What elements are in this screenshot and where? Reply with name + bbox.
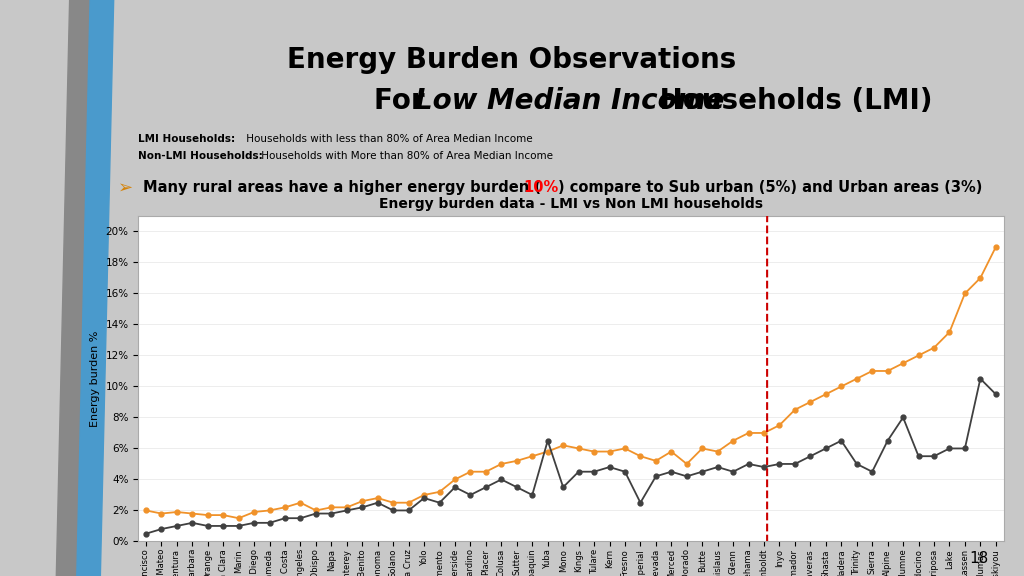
Energy burden Non LMI households	[696, 468, 709, 475]
Text: Energy Burden Observations: Energy Burden Observations	[288, 47, 736, 74]
Text: Many rural areas have a higher energy burden (: Many rural areas have a higher energy bu…	[143, 180, 542, 195]
Energy burden Non LMI households	[449, 484, 461, 491]
Text: Households (LMI): Households (LMI)	[650, 87, 933, 115]
Energy burden Non LMI households	[156, 525, 168, 532]
Title: Energy burden data - LMI vs Non LMI households: Energy burden data - LMI vs Non LMI hous…	[379, 196, 763, 211]
Energy burden LMI households	[804, 399, 816, 406]
Text: LMI Households:: LMI Households:	[138, 134, 236, 145]
Energy burden LMI households	[634, 453, 646, 460]
Text: Households with less than 80% of Area Median Income: Households with less than 80% of Area Me…	[243, 134, 532, 145]
Energy burden LMI households	[989, 244, 1001, 251]
Energy burden Non LMI households	[140, 530, 153, 537]
Text: 18: 18	[969, 551, 988, 566]
Energy burden Non LMI households	[974, 376, 986, 382]
Text: Households with More than 80% of Area Median Income: Households with More than 80% of Area Me…	[258, 150, 553, 161]
Text: 10%: 10%	[523, 180, 558, 195]
Energy burden LMI households	[232, 515, 245, 522]
Energy burden Non LMI households	[788, 460, 801, 467]
Energy burden LMI households	[140, 507, 153, 514]
Energy burden Non LMI households	[989, 391, 1001, 397]
Line: Energy burden LMI households: Energy burden LMI households	[143, 245, 998, 521]
Text: Low Median Income: Low Median Income	[415, 87, 724, 115]
Energy burden Non LMI households	[666, 468, 678, 475]
Text: Non-LMI Households:: Non-LMI Households:	[138, 150, 263, 161]
Text: ➢: ➢	[118, 178, 133, 196]
Energy burden LMI households	[464, 468, 476, 475]
Y-axis label: Energy burden %: Energy burden %	[90, 331, 99, 427]
Energy burden LMI households	[712, 448, 724, 455]
Text: For: For	[374, 87, 434, 115]
Energy burden Non LMI households	[618, 468, 631, 475]
Line: Energy burden Non LMI households: Energy burden Non LMI households	[143, 376, 998, 536]
Text: ) compare to Sub urban (5%) and Urban areas (3%): ) compare to Sub urban (5%) and Urban ar…	[558, 180, 982, 195]
Polygon shape	[77, 0, 114, 576]
Energy burden LMI households	[156, 510, 168, 517]
Polygon shape	[56, 0, 90, 576]
Energy burden LMI households	[681, 460, 693, 467]
